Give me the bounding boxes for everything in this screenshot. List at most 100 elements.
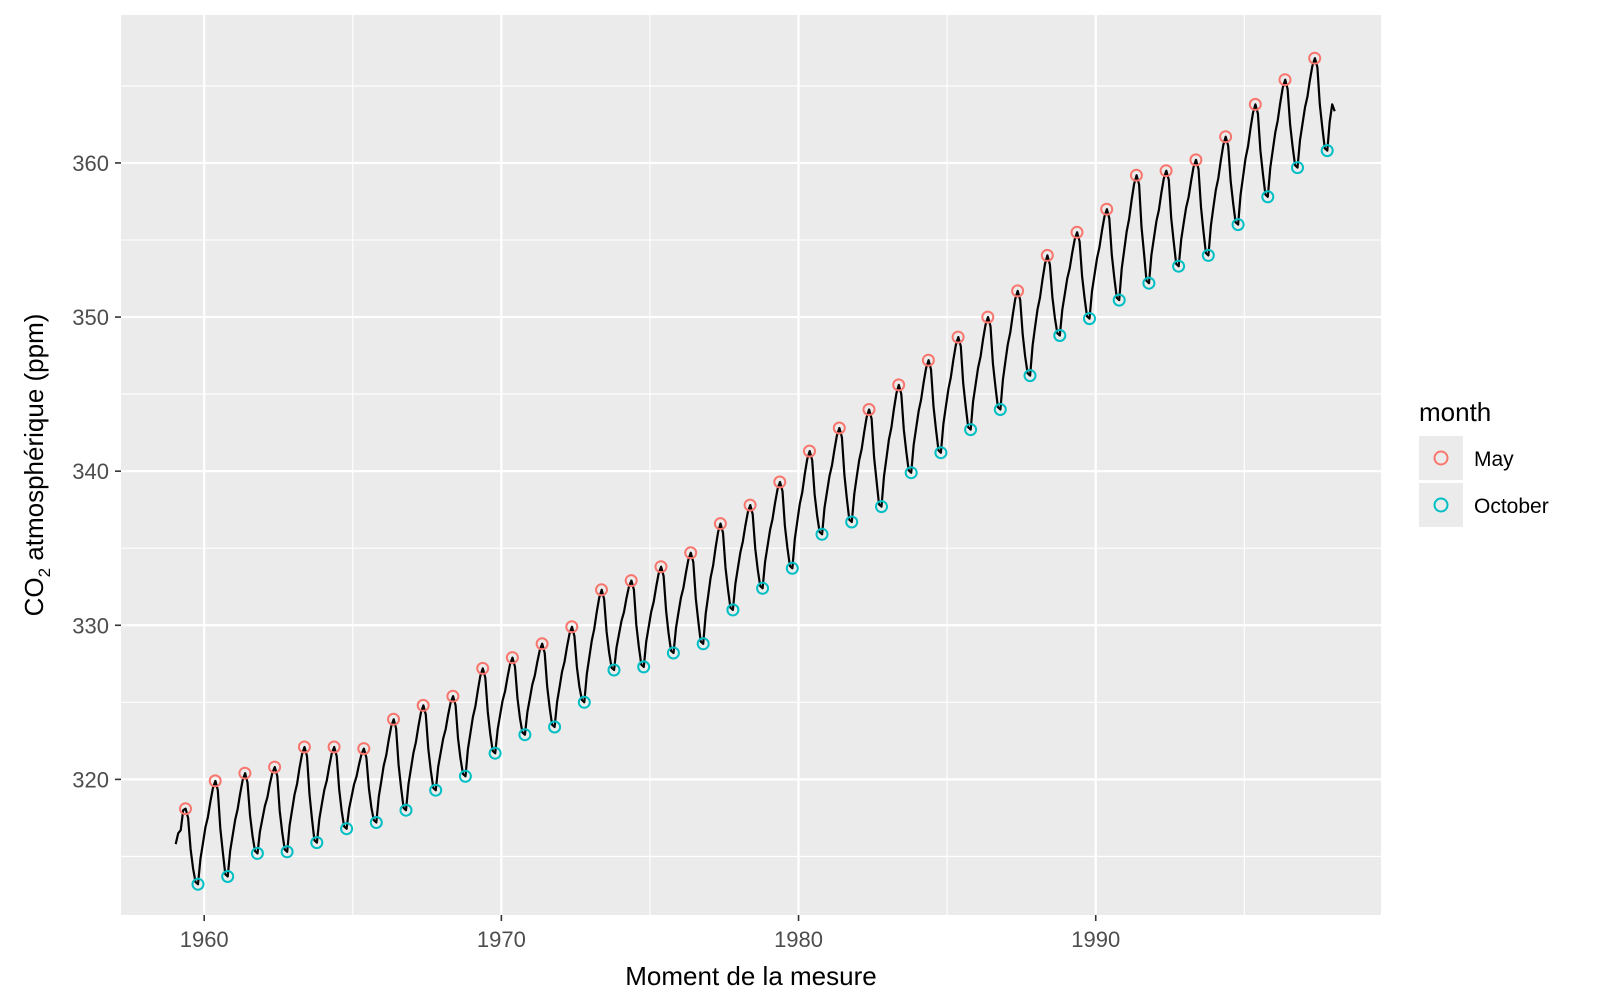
y-axis: 320 330 340 350 360 — [72, 151, 121, 792]
october-point — [1261, 190, 1275, 204]
may-point — [565, 620, 579, 634]
legend-label-may: May — [1474, 448, 1514, 471]
october-point — [964, 423, 978, 437]
may-point — [327, 740, 341, 754]
may-point — [416, 698, 430, 712]
october-point — [815, 527, 829, 541]
october-point — [666, 646, 680, 660]
x-tick-label: 1970 — [477, 927, 526, 952]
legend-key-may — [1419, 436, 1463, 480]
october-point — [1291, 161, 1304, 175]
october-point — [1231, 218, 1245, 232]
may-point — [803, 444, 816, 458]
october-point — [369, 816, 383, 829]
x-axis: 1960 1970 1980 1990 — [180, 915, 1120, 952]
legend-title: month — [1419, 397, 1491, 427]
may-point — [773, 475, 787, 489]
minor-gridlines — [121, 15, 1381, 915]
legend-key-october — [1419, 483, 1463, 527]
y-axis-title: CO2 atmosphérique (ppm) — [19, 314, 54, 617]
october-point — [756, 581, 770, 595]
october-point — [726, 603, 740, 617]
october-point — [548, 720, 562, 734]
may-point — [208, 774, 222, 788]
october-point — [488, 746, 502, 760]
x-tick-label: 1960 — [180, 927, 229, 952]
y-tick-label: 320 — [72, 767, 109, 792]
may-point — [743, 498, 757, 512]
may-point — [505, 651, 519, 665]
may-point — [624, 574, 638, 588]
october-point — [340, 822, 354, 836]
october-point — [1172, 259, 1186, 273]
october-point — [845, 515, 859, 529]
may-point — [1278, 73, 1292, 87]
october-point — [518, 728, 532, 742]
y-tick-label: 340 — [72, 459, 109, 484]
october-point — [221, 870, 235, 883]
y-tick-label: 360 — [72, 151, 109, 176]
october-point — [934, 446, 948, 460]
may-point — [1100, 202, 1114, 216]
legend-key-may-marker — [1433, 450, 1449, 466]
october-point — [310, 836, 324, 850]
y-axis-title-prefix: CO — [19, 577, 49, 616]
y-axis-title-suffix: atmosphérique (ppm) — [19, 314, 49, 568]
october-point — [637, 660, 651, 674]
october-point — [1053, 329, 1067, 342]
may-point — [446, 689, 460, 703]
may-point — [862, 403, 876, 416]
legend-item-october: October — [1419, 483, 1549, 527]
may-point — [1248, 97, 1262, 111]
october-point — [458, 769, 472, 783]
october-point — [785, 561, 799, 575]
may-point — [1040, 248, 1054, 262]
may-point — [1308, 51, 1322, 65]
may-point — [476, 661, 490, 675]
may-point — [1189, 153, 1203, 167]
may-point — [357, 742, 371, 756]
may-point — [713, 517, 727, 531]
october-point — [577, 695, 591, 709]
may-point — [981, 310, 995, 324]
may-point — [684, 546, 698, 560]
october-point — [1112, 293, 1126, 307]
x-axis-title: Moment de la mesure — [625, 961, 876, 991]
october-point — [280, 845, 294, 859]
october-point — [1320, 144, 1334, 158]
october-point — [1083, 312, 1096, 326]
panel-background — [121, 15, 1381, 915]
may-point — [1011, 284, 1025, 298]
legend-label-october: October — [1474, 495, 1549, 518]
may-point — [535, 637, 549, 651]
may-point — [654, 560, 668, 574]
legend-key-october-marker — [1433, 497, 1449, 513]
may-point — [387, 712, 400, 726]
legend-item-may: May — [1419, 436, 1514, 480]
october-point — [1142, 276, 1156, 290]
may-point — [1219, 130, 1233, 144]
y-axis-title-subscript: 2 — [35, 568, 54, 577]
y-tick-label: 330 — [72, 613, 109, 638]
october-point — [875, 500, 888, 514]
october-point — [191, 877, 205, 891]
legend: month May October — [1419, 397, 1549, 527]
october-point — [429, 783, 443, 797]
october-point — [399, 803, 413, 817]
may-point — [179, 802, 192, 816]
major-gridlines — [121, 15, 1381, 915]
x-tick-label: 1990 — [1071, 927, 1120, 952]
co2-series-line — [174, 57, 1336, 886]
october-points — [191, 144, 1334, 891]
may-points — [179, 51, 1322, 816]
october-point — [993, 403, 1007, 416]
may-point — [892, 378, 906, 392]
may-point — [238, 766, 252, 780]
x-tick-label: 1980 — [774, 927, 823, 952]
october-point — [250, 846, 264, 860]
may-point — [921, 353, 935, 367]
may-point — [268, 760, 282, 774]
october-point — [904, 466, 918, 480]
